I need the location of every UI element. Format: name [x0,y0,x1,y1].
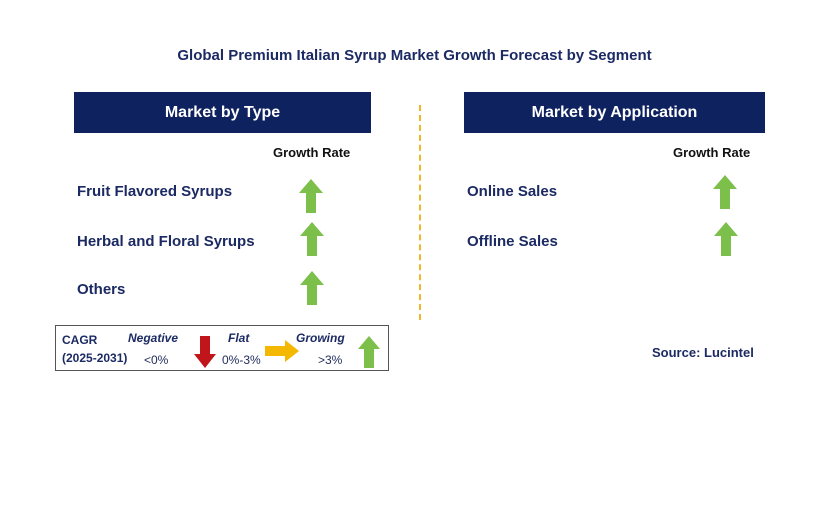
application-row-label: Offline Sales [467,233,558,250]
type-panel-header: Market by Type [74,92,371,133]
legend-flat-range: 0%-3% [222,353,261,367]
application-growth-rate-label: Growth Rate [673,145,751,160]
legend-negative-range: <0% [144,353,169,367]
legend-cagr-label: CAGR [62,333,98,347]
legend-negative-label: Negative [128,331,179,345]
application-panel-header: Market by Application [464,92,765,133]
legend-growing-label: Growing [296,331,345,345]
up-arrow-icon [358,336,380,368]
up-arrow-icon [714,222,738,256]
up-arrow-icon [299,179,323,213]
application-row-label: Online Sales [467,183,558,200]
type-row-label: Herbal and Floral Syrups [77,233,255,250]
type-row-label: Others [77,281,126,298]
legend-growing-range: >3% [318,353,343,367]
cagr-legend: CAGR (2025-2031) Negative <0% Flat 0%-3%… [55,325,389,371]
up-arrow-icon [300,271,324,305]
type-growth-rate-label: Growth Rate [273,145,351,160]
panel-divider [419,105,421,320]
up-arrow-icon [713,175,737,209]
right-arrow-icon [265,340,299,362]
down-arrow-icon [194,336,216,368]
legend-flat-label: Flat [228,331,250,345]
legend-period: (2025-2031) [62,351,128,365]
source-label: Source: Lucintel [652,345,754,360]
up-arrow-icon [300,222,324,256]
chart-title: Global Premium Italian Syrup Market Grow… [177,47,652,64]
type-row-label: Fruit Flavored Syrups [77,183,233,200]
